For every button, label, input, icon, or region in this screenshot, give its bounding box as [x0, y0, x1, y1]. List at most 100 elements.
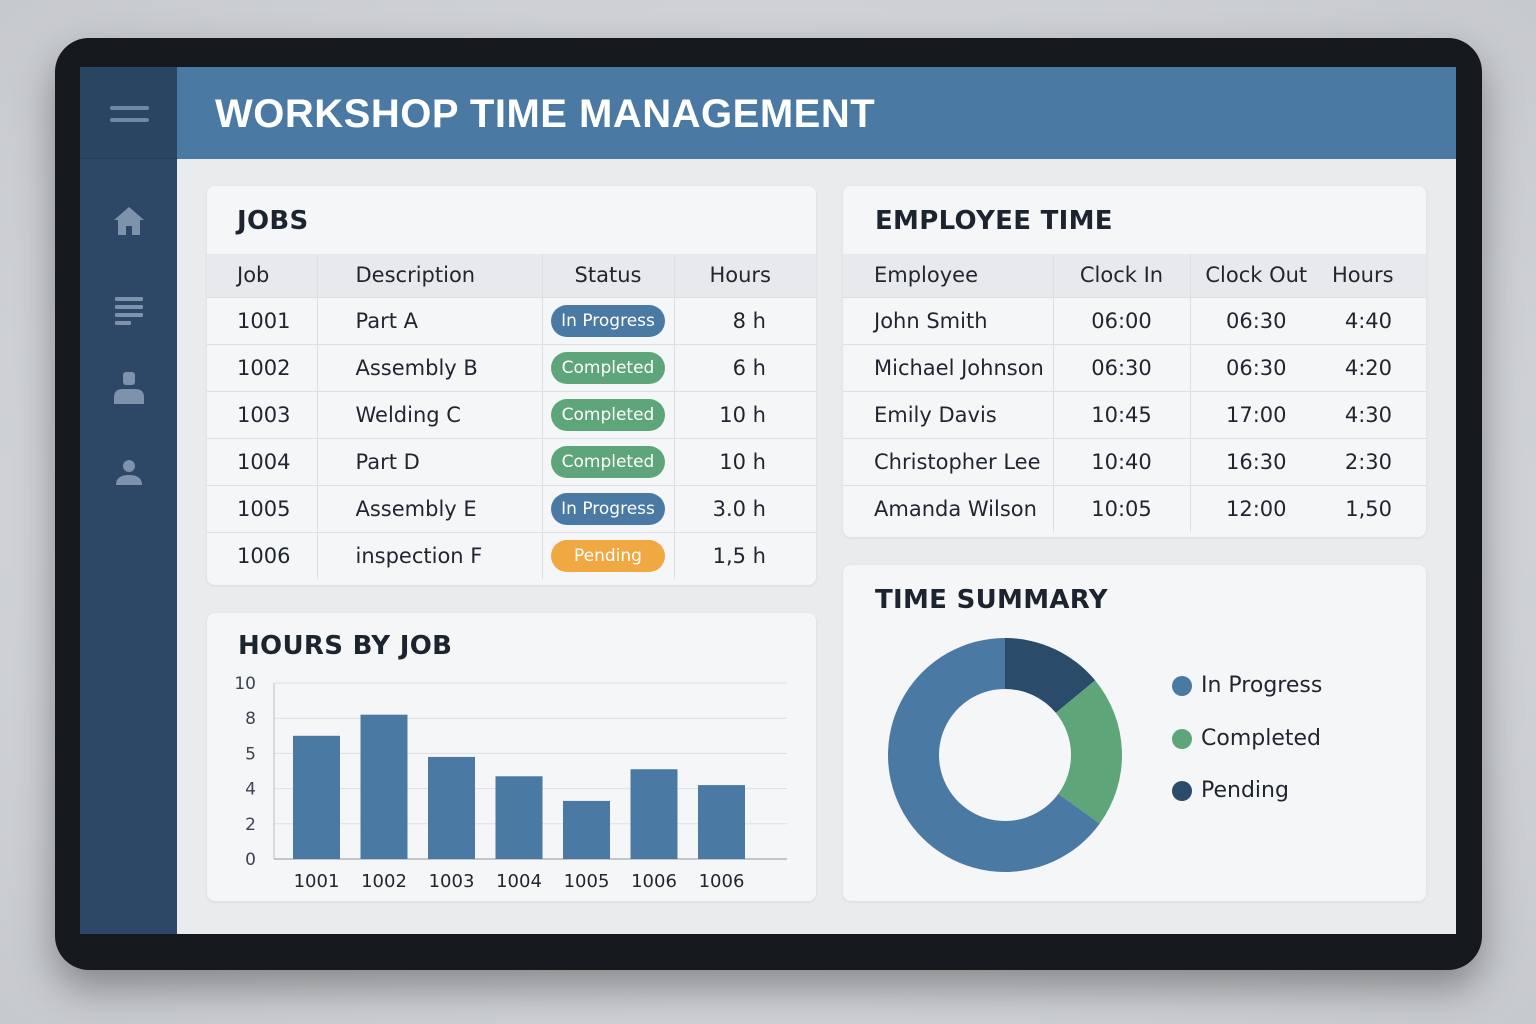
job-description-cell: Part D	[316, 437, 542, 485]
job-status-cell: Completed	[541, 343, 674, 391]
x-tick-label: 1003	[429, 871, 475, 892]
column-header-hours[interactable]: Hours	[1322, 254, 1426, 297]
column-header-job[interactable]: Job	[207, 254, 317, 297]
status-badge: Pending	[551, 539, 665, 572]
job-id-cell: 1006	[207, 531, 317, 579]
jobs-row[interactable]: 1003 Welding C Completed 10 h	[207, 390, 816, 438]
app-header: WORKSHOP TIME MANAGEMENT	[177, 67, 1456, 159]
job-status-cell: In Progress	[541, 484, 674, 532]
clock-out-cell: 06:30	[1189, 343, 1322, 391]
job-status-cell: Completed	[541, 437, 674, 485]
clock-in-cell: 10:40	[1052, 437, 1190, 485]
time-summary-legend: In Progress Completed Pending	[843, 565, 1426, 901]
status-badge: Completed	[551, 398, 665, 431]
bar-1002[interactable]	[360, 714, 408, 859]
hamburger-menu-icon[interactable]	[110, 106, 149, 122]
jobs-row[interactable]: 1004 Part D Completed 10 h	[207, 437, 816, 485]
job-id-cell: 1003	[207, 390, 317, 438]
y-tick-label: 8	[245, 709, 256, 729]
clock-out-cell: 17:00	[1189, 390, 1322, 438]
column-header-clock-out[interactable]: Clock Out	[1189, 254, 1322, 297]
legend-label: In Progress	[1201, 673, 1323, 698]
legend-label: Completed	[1201, 726, 1321, 751]
jobs-row[interactable]: 1001 Part A In Progress 8 h	[207, 296, 816, 344]
employee-hours-cell: 4:20	[1322, 343, 1426, 391]
user-icon[interactable]	[112, 371, 146, 405]
donut-slice-completed[interactable]	[1055, 680, 1122, 824]
sidebar-top	[80, 67, 177, 159]
status-badge: Completed	[551, 445, 665, 478]
employee-time-card: EMPLOYEE TIME Employee Clock In Clock Ou…	[843, 186, 1426, 537]
job-hours-cell: 6 h	[673, 343, 816, 391]
column-header-clock-in[interactable]: Clock In	[1052, 254, 1190, 297]
bar-1001[interactable]	[293, 735, 340, 859]
clock-out-cell: 16:30	[1189, 437, 1322, 485]
job-hours-cell: 1,5 h	[673, 531, 816, 579]
hours-by-job-card: HOURS BY JOB 10 8 5 4 2 0 1001 1002 1003 1004 1005…	[207, 613, 816, 901]
job-status-cell: In Progress	[541, 296, 674, 344]
legend-swatch	[1172, 781, 1192, 801]
x-tick-label: 1001	[294, 871, 340, 892]
jobs-row[interactable]: 1005 Assembly E In Progress 3.0 h	[207, 484, 816, 532]
status-badge: In Progress	[551, 304, 665, 337]
clock-in-cell: 10:05	[1052, 484, 1190, 532]
y-tick-label: 0	[245, 850, 256, 870]
job-id-cell: 1005	[207, 484, 317, 532]
time-summary-donut	[888, 638, 1122, 872]
x-tick-label: 1005	[564, 871, 610, 892]
employee-row[interactable]: Christopher Lee 10:40 16:30 2:30	[843, 437, 1426, 485]
employee-row[interactable]: John Smith 06:00 06:30 4:40	[843, 296, 1426, 344]
bar-1004[interactable]	[495, 776, 543, 859]
donut-slice-in-progress[interactable]	[888, 638, 1100, 872]
x-tick-label: 1002	[361, 871, 407, 892]
column-header-hours[interactable]: Hours	[673, 254, 816, 297]
bar-1006[interactable]	[698, 785, 745, 859]
employee-row[interactable]: Michael Johnson 06:30 06:30 4:20	[843, 343, 1426, 391]
y-tick-label: 10	[234, 674, 256, 694]
donut-slice-pending[interactable]	[1005, 638, 1096, 713]
bar-1003[interactable]	[428, 756, 475, 859]
column-header-description[interactable]: Description	[316, 254, 542, 297]
job-description-cell: Assembly B	[316, 343, 542, 391]
clock-out-cell: 12:00	[1189, 484, 1322, 532]
employee-row[interactable]: Amanda Wilson 10:05 12:00 1,50	[843, 484, 1426, 532]
app-title: WORKSHOP TIME MANAGEMENT	[215, 92, 876, 136]
job-hours-cell: 8 h	[673, 296, 816, 344]
job-hours-cell: 10 h	[673, 390, 816, 438]
job-id-cell: 1001	[207, 296, 317, 344]
employee-name-cell: Christopher Lee	[843, 437, 1053, 485]
bar-1006[interactable]	[630, 769, 678, 859]
clock-in-cell: 06:30	[1052, 343, 1190, 391]
employee-hours-cell: 2:30	[1322, 437, 1426, 485]
employee-row[interactable]: Emily Davis 10:45 17:00 4:30	[843, 390, 1426, 438]
hours-by-job-title: HOURS BY JOB	[238, 631, 453, 661]
job-id-cell: 1002	[207, 343, 317, 391]
employee-header-row: Employee Clock In Clock Out Hours	[843, 254, 1426, 297]
employee-name-cell: John Smith	[843, 296, 1053, 344]
x-tick-label: 1004	[496, 871, 542, 892]
employee-name-cell: Emily Davis	[843, 390, 1053, 438]
hours-by-job-chart: 10 8 5 4 2 0 1001 1002 1003 1004 1005 1006 1006	[234, 674, 787, 892]
x-tick-label: 1006	[699, 871, 745, 892]
time-summary-title: TIME SUMMARY	[875, 585, 1108, 615]
job-description-cell: Part A	[316, 296, 542, 344]
job-hours-cell: 10 h	[673, 437, 816, 485]
bar-1005[interactable]	[563, 800, 610, 859]
home-icon[interactable]	[112, 204, 146, 238]
time-summary-card: TIME SUMMARY In Progress Completed Pending	[843, 565, 1426, 901]
job-description-cell: inspection F	[316, 531, 542, 579]
legend-label: Pending	[1201, 778, 1289, 803]
list-icon[interactable]	[112, 293, 146, 327]
employee-name-cell: Amanda Wilson	[843, 484, 1053, 532]
employee-hours-cell: 1,50	[1322, 484, 1426, 532]
jobs-row[interactable]: 1002 Assembly B Completed 6 h	[207, 343, 816, 391]
status-badge: In Progress	[551, 492, 665, 525]
column-header-status[interactable]: Status	[541, 254, 674, 297]
employee-time-table: Employee Clock In Clock Out Hours John S…	[843, 254, 1426, 532]
jobs-table: Job Description Status Hours 1001 Part A I…	[207, 254, 816, 579]
person-icon[interactable]	[112, 457, 146, 491]
legend-swatch	[1172, 729, 1192, 749]
jobs-row[interactable]: 1006 inspection F Pending 1,5 h	[207, 531, 816, 579]
jobs-header-row: Job Description Status Hours	[207, 254, 816, 297]
column-header-employee[interactable]: Employee	[843, 254, 1053, 297]
